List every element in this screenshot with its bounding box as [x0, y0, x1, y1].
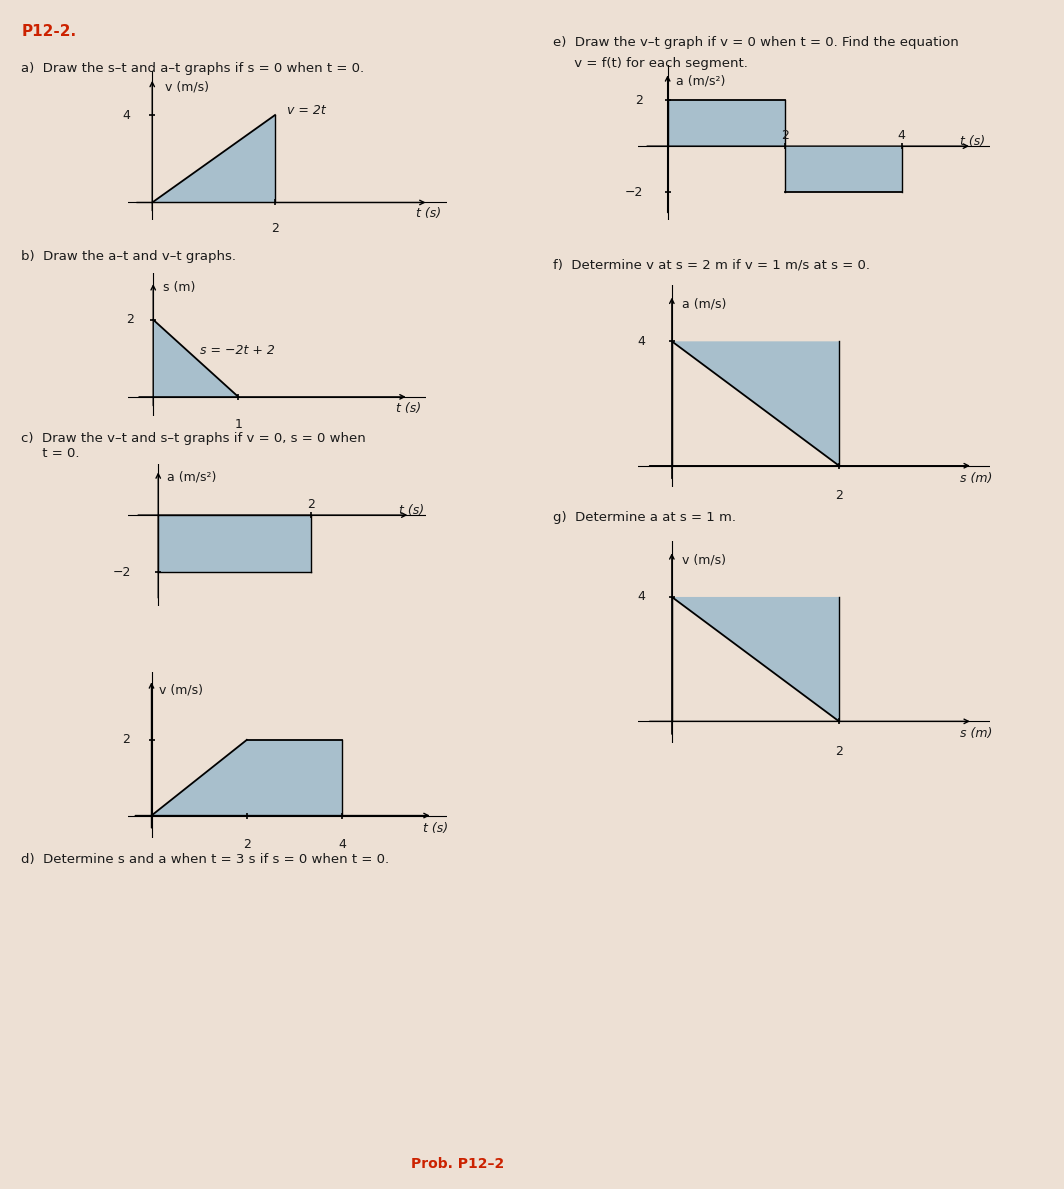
Text: v = 2t: v = 2t	[287, 105, 326, 118]
Text: a (m/s): a (m/s)	[682, 297, 727, 310]
Text: t (s): t (s)	[396, 402, 421, 415]
Text: 1: 1	[234, 419, 243, 432]
Text: s (m): s (m)	[164, 281, 196, 294]
Text: Prob. P12–2: Prob. P12–2	[411, 1157, 504, 1171]
Polygon shape	[671, 597, 839, 722]
Text: a)  Draw the s–t and a–t graphs if s = 0 when t = 0.: a) Draw the s–t and a–t graphs if s = 0 …	[21, 62, 364, 75]
Text: v (m/s): v (m/s)	[682, 553, 726, 566]
Text: t (s): t (s)	[960, 136, 985, 149]
Text: v = f(t) for each segment.: v = f(t) for each segment.	[553, 57, 748, 70]
Text: 2: 2	[307, 498, 315, 511]
Bar	[159, 515, 311, 572]
Text: 2: 2	[243, 838, 251, 851]
Text: −2: −2	[113, 566, 132, 579]
Text: t (s): t (s)	[416, 207, 442, 220]
Text: 4: 4	[338, 838, 346, 851]
Bar	[668, 100, 784, 146]
Polygon shape	[151, 740, 342, 816]
Text: P12-2.: P12-2.	[21, 24, 77, 39]
Text: g)  Determine a at s = 1 m.: g) Determine a at s = 1 m.	[553, 511, 736, 524]
Text: 2: 2	[835, 744, 843, 757]
Polygon shape	[153, 320, 238, 397]
Text: b)  Draw the a–t and v–t graphs.: b) Draw the a–t and v–t graphs.	[21, 250, 236, 263]
Text: s (m): s (m)	[960, 472, 993, 485]
Text: 2: 2	[271, 222, 279, 235]
Text: 4: 4	[637, 591, 645, 604]
Text: c)  Draw the v–t and s–t graphs if v = 0, s = 0 when
     t = 0.: c) Draw the v–t and s–t graphs if v = 0,…	[21, 432, 366, 460]
Polygon shape	[671, 341, 839, 466]
Text: 2: 2	[781, 128, 788, 141]
Text: 2: 2	[127, 313, 134, 326]
Text: a (m/s²): a (m/s²)	[167, 471, 217, 484]
Text: 2: 2	[122, 734, 130, 747]
Text: v (m/s): v (m/s)	[159, 684, 202, 696]
Text: a (m/s²): a (m/s²)	[677, 75, 726, 88]
Text: t (s): t (s)	[423, 823, 448, 836]
Text: s = −2t + 2: s = −2t + 2	[200, 344, 275, 357]
Text: 2: 2	[635, 94, 643, 107]
Text: f)  Determine v at s = 2 m if v = 1 m/s at s = 0.: f) Determine v at s = 2 m if v = 1 m/s a…	[553, 258, 870, 271]
Text: −2: −2	[625, 185, 643, 199]
Text: e)  Draw the v–t graph if v = 0 when t = 0. Find the equation: e) Draw the v–t graph if v = 0 when t = …	[553, 36, 959, 49]
Text: v (m/s): v (m/s)	[165, 80, 209, 93]
Text: 4: 4	[122, 108, 131, 121]
Text: d)  Determine s and a when t = 3 s if s = 0 when t = 0.: d) Determine s and a when t = 3 s if s =…	[21, 853, 389, 866]
Text: 2: 2	[835, 489, 843, 502]
Bar	[784, 146, 901, 193]
Text: t (s): t (s)	[399, 504, 423, 517]
Text: 4: 4	[637, 335, 645, 348]
Polygon shape	[152, 115, 275, 202]
Text: s (m): s (m)	[960, 728, 993, 741]
Text: 4: 4	[898, 128, 905, 141]
